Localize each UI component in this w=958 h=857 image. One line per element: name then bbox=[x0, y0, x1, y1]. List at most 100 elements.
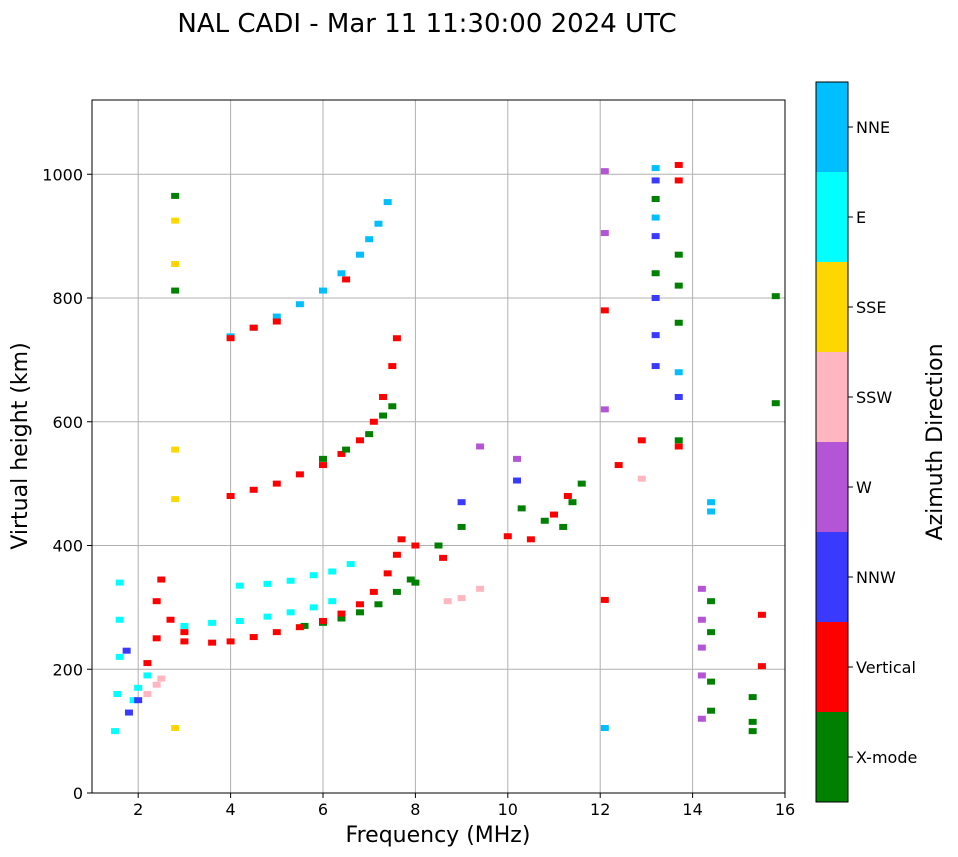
data-point bbox=[355, 601, 364, 608]
data-point bbox=[379, 412, 388, 419]
series-3rd-hop-vertical- bbox=[226, 276, 351, 342]
data-point bbox=[337, 610, 346, 617]
data-point bbox=[157, 576, 166, 583]
data-point bbox=[771, 293, 780, 300]
data-point bbox=[550, 511, 558, 518]
data-point bbox=[300, 622, 309, 629]
data-point bbox=[651, 177, 660, 184]
data-point bbox=[707, 598, 716, 605]
series-oblique-echoes-w- bbox=[476, 168, 706, 722]
series-f1-trace-vertical- bbox=[180, 536, 406, 646]
x-tick-label: 2 bbox=[133, 800, 143, 819]
data-point bbox=[392, 335, 401, 342]
data-point bbox=[115, 579, 124, 586]
data-point bbox=[517, 505, 526, 512]
data-point bbox=[319, 455, 327, 462]
data-point bbox=[180, 629, 189, 636]
data-point bbox=[249, 486, 258, 493]
data-point bbox=[674, 369, 683, 376]
data-point bbox=[600, 596, 609, 603]
colorbar-title: Azimuth Direction bbox=[923, 343, 948, 540]
data-point bbox=[707, 499, 716, 506]
data-point bbox=[235, 582, 244, 589]
x-tick-label: 14 bbox=[682, 800, 702, 819]
data-point bbox=[757, 663, 766, 670]
colorbar-label: SSE bbox=[856, 298, 886, 317]
data-point bbox=[540, 517, 549, 524]
data-point bbox=[600, 307, 609, 314]
data-point bbox=[600, 168, 609, 175]
data-point bbox=[171, 496, 180, 503]
data-point bbox=[457, 595, 466, 602]
data-point bbox=[143, 691, 152, 697]
data-point bbox=[272, 313, 281, 320]
data-point bbox=[707, 508, 716, 515]
data-point bbox=[374, 601, 383, 608]
x-axis-ticks: 2 4 6 8 10 12 14 16 bbox=[133, 793, 795, 819]
data-point bbox=[503, 533, 512, 540]
y-tick-label: 200 bbox=[52, 660, 83, 679]
data-point bbox=[226, 638, 235, 645]
data-point bbox=[600, 725, 609, 732]
x-tick-label: 10 bbox=[498, 800, 518, 819]
data-point bbox=[249, 324, 258, 331]
data-point bbox=[115, 616, 124, 623]
data-point bbox=[143, 660, 152, 667]
colorbar-label: SSW bbox=[856, 388, 892, 407]
data-point bbox=[757, 611, 766, 618]
y-tick-label: 0 bbox=[73, 784, 83, 803]
data-point bbox=[457, 499, 466, 506]
data-point bbox=[651, 214, 660, 221]
data-point bbox=[166, 616, 175, 623]
data-point bbox=[171, 287, 180, 294]
data-point bbox=[374, 220, 383, 227]
data-point bbox=[342, 276, 351, 283]
data-point bbox=[337, 450, 346, 457]
data-point bbox=[397, 536, 406, 543]
x-tick-label: 16 bbox=[775, 800, 795, 819]
data-point bbox=[674, 319, 683, 326]
data-point bbox=[697, 672, 706, 679]
data-point bbox=[600, 406, 609, 413]
colorbar-label: Vertical bbox=[856, 658, 916, 677]
data-point bbox=[152, 681, 161, 688]
data-point bbox=[674, 443, 683, 450]
data-point bbox=[129, 697, 138, 704]
colorbar-label: W bbox=[856, 478, 872, 497]
data-point bbox=[369, 418, 378, 425]
data-point bbox=[697, 585, 706, 592]
data-point bbox=[697, 616, 706, 623]
data-point bbox=[476, 443, 485, 450]
series-2nd-hop-x-mode- bbox=[319, 403, 397, 462]
data-point bbox=[674, 251, 683, 258]
data-point bbox=[272, 318, 281, 325]
data-point bbox=[286, 609, 295, 616]
data-point bbox=[365, 431, 374, 438]
data-point bbox=[263, 580, 272, 587]
data-point bbox=[295, 301, 304, 308]
data-point bbox=[674, 437, 683, 444]
data-point bbox=[674, 177, 683, 184]
data-point bbox=[152, 635, 161, 642]
x-axis-label: Frequency (MHz) bbox=[346, 823, 531, 848]
data-point bbox=[295, 624, 304, 631]
data-point bbox=[226, 493, 235, 499]
chart-title: NAL CADI - Mar 11 11:30:00 2024 UTC bbox=[177, 9, 676, 39]
data-point bbox=[748, 718, 757, 725]
series-oblique-echoes-x-mode- bbox=[411, 480, 586, 586]
data-point bbox=[337, 270, 346, 277]
data-point bbox=[411, 579, 420, 586]
data-point bbox=[226, 335, 235, 342]
data-marks bbox=[111, 161, 780, 735]
series-low-frequency-echoes-vertical- bbox=[143, 576, 189, 667]
colorbar-label: X-mode bbox=[856, 748, 917, 767]
data-point bbox=[637, 475, 646, 482]
colorbar-label: E bbox=[856, 208, 866, 227]
y-tick-label: 600 bbox=[52, 413, 83, 432]
data-point bbox=[355, 437, 364, 444]
y-axis-label: Virtual height (km) bbox=[8, 342, 33, 549]
data-point bbox=[379, 394, 388, 400]
series-oblique-echoes-vertical- bbox=[411, 437, 683, 561]
x-tick-label: 8 bbox=[410, 800, 420, 819]
